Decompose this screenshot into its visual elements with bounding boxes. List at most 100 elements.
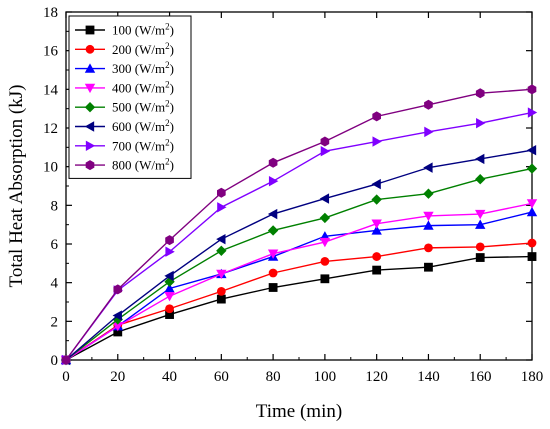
y-tick-label: 12	[43, 121, 58, 137]
x-tick-label: 60	[214, 369, 229, 385]
data-point	[217, 202, 227, 213]
legend-item: 800 (W/m2)	[75, 157, 174, 173]
data-point	[423, 211, 434, 222]
data-point	[113, 284, 123, 295]
data-point	[216, 286, 226, 296]
x-tick-label: 80	[266, 369, 281, 385]
data-point	[476, 117, 486, 129]
legend-label: 800 (W/m2)	[112, 157, 174, 173]
series-line	[65, 211, 533, 361]
data-point	[85, 44, 95, 54]
y-tick-label: 10	[43, 160, 58, 176]
data-point	[372, 252, 382, 261]
legend-box	[68, 15, 192, 179]
legend-item: 100 (W/m2)	[75, 22, 174, 38]
data-point	[526, 199, 538, 209]
data-point	[475, 209, 486, 220]
data-point	[475, 219, 486, 229]
series-line	[65, 149, 533, 361]
data-point	[268, 283, 278, 292]
data-point	[268, 157, 278, 168]
data-point	[320, 136, 330, 147]
data-point	[371, 219, 382, 229]
data-point	[112, 322, 123, 332]
data-point	[84, 63, 96, 73]
data-point	[371, 225, 382, 235]
data-point	[527, 238, 537, 248]
data-point	[61, 355, 71, 365]
x-axis-label: Time (min)	[256, 401, 342, 422]
y-tick-label: 16	[43, 44, 59, 60]
legend-item: 600 (W/m2)	[75, 118, 174, 134]
x-tick-label: 120	[365, 369, 388, 385]
data-point	[475, 153, 485, 165]
y-tick-label: 0	[51, 353, 59, 369]
data-point	[526, 206, 538, 217]
x-tick-label: 160	[469, 369, 492, 385]
data-point	[164, 270, 174, 282]
data-point	[372, 136, 382, 147]
data-point	[165, 235, 174, 246]
data-point	[165, 310, 174, 319]
data-point	[371, 194, 382, 205]
data-point	[217, 187, 226, 198]
legend-label: 400 (W/m2)	[112, 79, 174, 95]
data-point	[527, 84, 537, 95]
legend-label: 600 (W/m2)	[112, 118, 174, 134]
data-point	[475, 253, 485, 262]
series-3	[60, 206, 538, 365]
data-point	[267, 208, 278, 220]
data-point	[423, 188, 434, 199]
data-point	[85, 160, 95, 171]
x-tick-label: 40	[162, 369, 177, 385]
series-line	[65, 167, 533, 361]
y-axis-label: Total Heat Absorption (kJ)	[6, 85, 27, 288]
data-point	[371, 178, 381, 190]
series-8	[61, 84, 537, 365]
y-tick-label: 6	[51, 237, 59, 253]
data-point	[267, 225, 279, 236]
legend-item: 200 (W/m2)	[75, 41, 174, 57]
data-point	[320, 257, 330, 266]
data-point	[84, 121, 95, 132]
series-line	[65, 242, 533, 361]
data-point	[84, 83, 96, 94]
data-point	[424, 126, 434, 138]
data-point	[475, 88, 485, 99]
x-tick-label: 140	[417, 369, 440, 385]
series-2	[61, 238, 537, 365]
data-point	[372, 265, 382, 275]
axes: 0 20 40 60 80 100 120 140 160 180 0 2 4 6 8 10 12 14 16 18	[43, 5, 543, 385]
data-point	[372, 111, 381, 122]
legend: 100 (W/m2) 200 (W/m2) 300 (W/m2) 400 (W/m2)…	[68, 15, 192, 179]
series-line	[65, 202, 533, 361]
x-tick-label: 100	[314, 369, 337, 385]
legend-label: 500 (W/m2)	[112, 99, 174, 115]
data-point	[216, 233, 226, 245]
data-point	[423, 220, 434, 230]
data-point	[319, 212, 331, 224]
x-tick-label: 20	[110, 369, 125, 385]
y-tick-label: 14	[43, 82, 59, 98]
legend-label: 100 (W/m2)	[112, 22, 174, 38]
x-tick-label: 0	[62, 369, 70, 385]
data-point	[319, 193, 330, 204]
data-point	[268, 268, 278, 278]
legend-label: 200 (W/m2)	[112, 41, 174, 57]
data-point	[320, 274, 330, 284]
legend-item: 700 (W/m2)	[75, 137, 174, 153]
y-tick-label: 4	[51, 276, 59, 292]
series-6	[60, 145, 537, 366]
data-point	[85, 25, 95, 35]
series-line	[65, 88, 533, 361]
legend-label: 300 (W/m2)	[112, 60, 174, 76]
data-point	[164, 283, 175, 293]
series-line	[65, 111, 533, 361]
data-point	[319, 237, 331, 248]
data-point	[216, 294, 226, 304]
series-5	[60, 163, 538, 366]
data-point	[424, 99, 433, 110]
data-point	[320, 146, 331, 157]
data-point	[165, 304, 174, 314]
